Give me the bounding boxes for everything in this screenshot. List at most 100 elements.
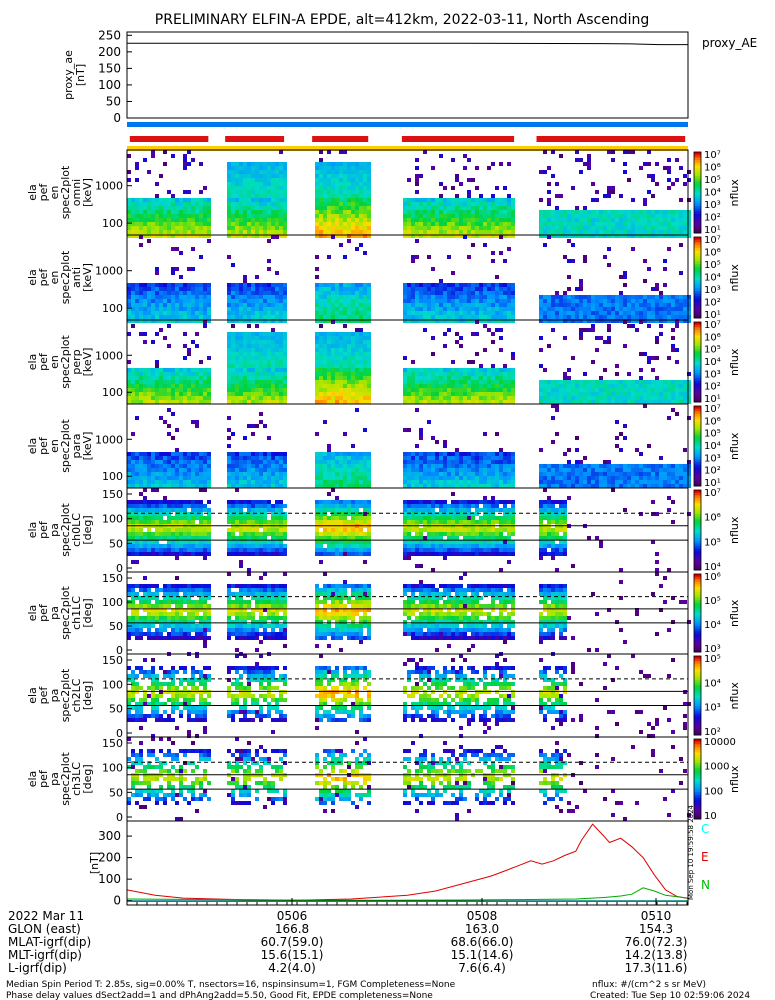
spectrogram-cell <box>483 315 487 319</box>
spectrogram-cell <box>347 360 351 364</box>
spectrogram-cell <box>583 311 587 315</box>
spectrogram-cell <box>431 400 435 404</box>
spectrogram-cell <box>271 456 275 460</box>
spectrogram-cell <box>635 226 639 230</box>
spectrogram-cell <box>563 396 567 400</box>
spectrogram-cell <box>511 468 515 472</box>
spectrogram-cell <box>267 384 271 388</box>
spectrogram-cell <box>327 222 331 226</box>
spectrogram-cell <box>447 210 451 214</box>
spectrogram-cell <box>679 271 683 275</box>
spectrogram-cell <box>283 303 287 307</box>
spectrogram-cell <box>335 468 339 472</box>
spectrogram-cell <box>587 214 591 218</box>
spectrogram-cell <box>411 460 415 464</box>
spectrogram-cell <box>635 384 639 388</box>
spectrogram-cell <box>627 396 631 400</box>
spectrogram-cell <box>251 218 255 222</box>
spectrogram-cell <box>355 295 359 299</box>
spectrogram-cell <box>507 464 511 468</box>
spectrogram-cell <box>455 210 459 214</box>
spectrogram-cell <box>603 226 607 230</box>
spectrogram-cell <box>191 456 195 460</box>
spectrogram-cell <box>659 311 663 315</box>
spectrogram-cell <box>631 319 635 323</box>
spectrogram-cell <box>247 210 251 214</box>
spectrogram-cell <box>355 291 359 295</box>
spectrogram-cell <box>315 206 319 210</box>
spectrogram-cell <box>227 230 231 234</box>
spectrogram-cell <box>583 295 587 299</box>
spectrogram-cell <box>635 400 639 404</box>
spectrogram-cell <box>327 214 331 218</box>
spectrogram-cell <box>499 299 503 303</box>
spectrogram-cell <box>583 372 587 376</box>
spectrogram-cell <box>643 380 647 384</box>
spectrogram-cell <box>327 344 331 348</box>
spectrogram-cell <box>151 230 155 234</box>
spectrogram-cell <box>163 218 167 222</box>
spectrogram-cell <box>363 480 367 484</box>
spectrogram-cell <box>415 460 419 464</box>
spectrogram-cell <box>483 295 487 299</box>
spectrogram-cell <box>283 484 287 488</box>
spectrogram-cell <box>451 376 455 380</box>
spectrogram-cell <box>315 275 319 279</box>
spectrogram-cell <box>279 348 283 352</box>
spectrogram-cell <box>423 456 427 460</box>
spectrogram-cell <box>171 319 175 323</box>
spectrogram-cell <box>339 206 343 210</box>
spectrogram-cell <box>475 202 479 206</box>
spectrogram-cell <box>127 480 131 484</box>
spectrogram-cell <box>339 336 343 340</box>
spectrogram-cell <box>675 222 679 226</box>
spectrogram-cell <box>239 226 243 230</box>
spectrogram-cell <box>363 340 367 344</box>
spectrogram-cell <box>271 476 275 480</box>
colorbar-step <box>694 237 701 241</box>
spectrogram-cell <box>255 464 259 468</box>
spectrogram-cell <box>491 303 495 307</box>
spectrogram-cell <box>423 368 427 372</box>
spectrogram-cell <box>679 234 683 238</box>
spectrogram-cell <box>419 392 423 396</box>
spectrogram-cell <box>247 380 251 384</box>
spectrogram-cell <box>271 384 275 388</box>
spectrogram-cell <box>195 400 199 404</box>
spectrogram-cell <box>419 480 423 484</box>
spectrogram-cell <box>467 190 471 194</box>
spectrogram-cell <box>471 332 475 336</box>
spectrogram-cell <box>467 291 471 295</box>
spectrogram-cell <box>359 356 363 360</box>
spectrogram-cell <box>599 464 603 468</box>
spectrogram-cell <box>563 392 567 396</box>
spectrogram-cell <box>599 400 603 404</box>
spectrogram-cell <box>143 388 147 392</box>
spectrogram-cell <box>175 472 179 476</box>
spectrogram-cell <box>251 340 255 344</box>
spectrogram-cell <box>151 452 155 456</box>
spectrogram-cell <box>175 234 179 238</box>
spectrogram-cell <box>547 214 551 218</box>
spectrogram-cell <box>263 456 267 460</box>
spectrogram-cell <box>443 384 447 388</box>
spectrogram-cell <box>611 303 615 307</box>
spectrogram-cell <box>147 388 151 392</box>
y-tick-label: 50 <box>106 94 121 108</box>
spectrogram-cell <box>339 396 343 400</box>
spectrogram-cell <box>427 476 431 480</box>
spectrogram-cell <box>327 392 331 396</box>
spectrogram-cell <box>347 186 351 190</box>
spectrogram-cell <box>651 396 655 400</box>
spectrogram-cell <box>359 315 363 319</box>
spectrogram-cell <box>127 299 131 303</box>
spectrogram-cell <box>355 336 359 340</box>
spectrogram-cell <box>343 307 347 311</box>
spectrogram-cell <box>283 311 287 315</box>
spectrogram-cell <box>351 464 355 468</box>
spectrogram-cell <box>683 210 687 214</box>
spectrogram-cell <box>675 360 679 364</box>
spectrogram-cell <box>583 396 587 400</box>
spectrogram-cell <box>207 206 211 210</box>
spectrogram-cell <box>263 202 267 206</box>
